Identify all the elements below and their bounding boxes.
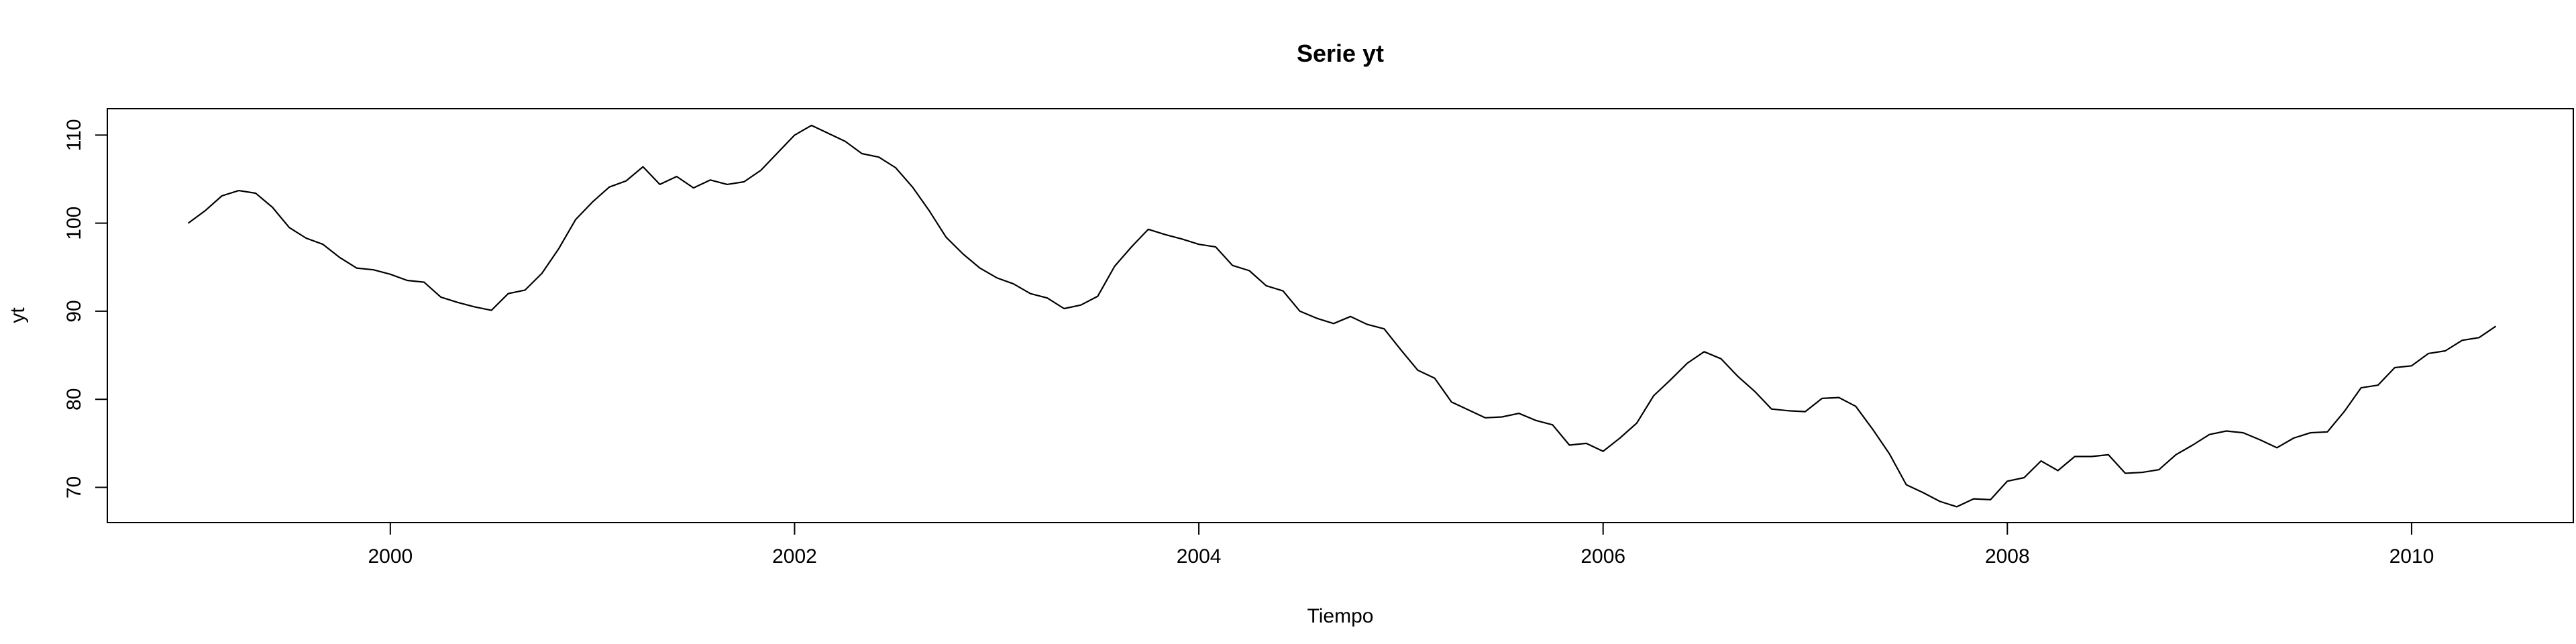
y-tick-label: 90 xyxy=(63,300,85,322)
x-axis-label: Tiempo xyxy=(1307,605,1374,627)
series-line-yt xyxy=(187,124,2497,508)
x-tick-label: 2006 xyxy=(1580,545,1625,568)
chart-title: Serie yt xyxy=(1297,40,1384,67)
y-tick-label: 110 xyxy=(63,119,85,151)
y-axis-label: yt xyxy=(7,307,29,323)
y-tick-label: 70 xyxy=(63,476,85,498)
y-tick-label: 100 xyxy=(63,207,85,240)
y-tick-label: 80 xyxy=(63,388,85,411)
x-axis: 2000 2002 2004 2006 2008 2010 xyxy=(368,522,2434,568)
plot-frame xyxy=(107,108,2574,523)
x-tick-label: 2004 xyxy=(1177,545,1222,568)
x-tick-label: 2000 xyxy=(368,545,413,568)
x-tick-label: 2008 xyxy=(1985,545,2030,568)
y-axis: 70 80 90 100 110 xyxy=(63,119,108,498)
x-tick-label: 2002 xyxy=(772,545,817,568)
x-tick-label: 2010 xyxy=(2390,545,2434,568)
